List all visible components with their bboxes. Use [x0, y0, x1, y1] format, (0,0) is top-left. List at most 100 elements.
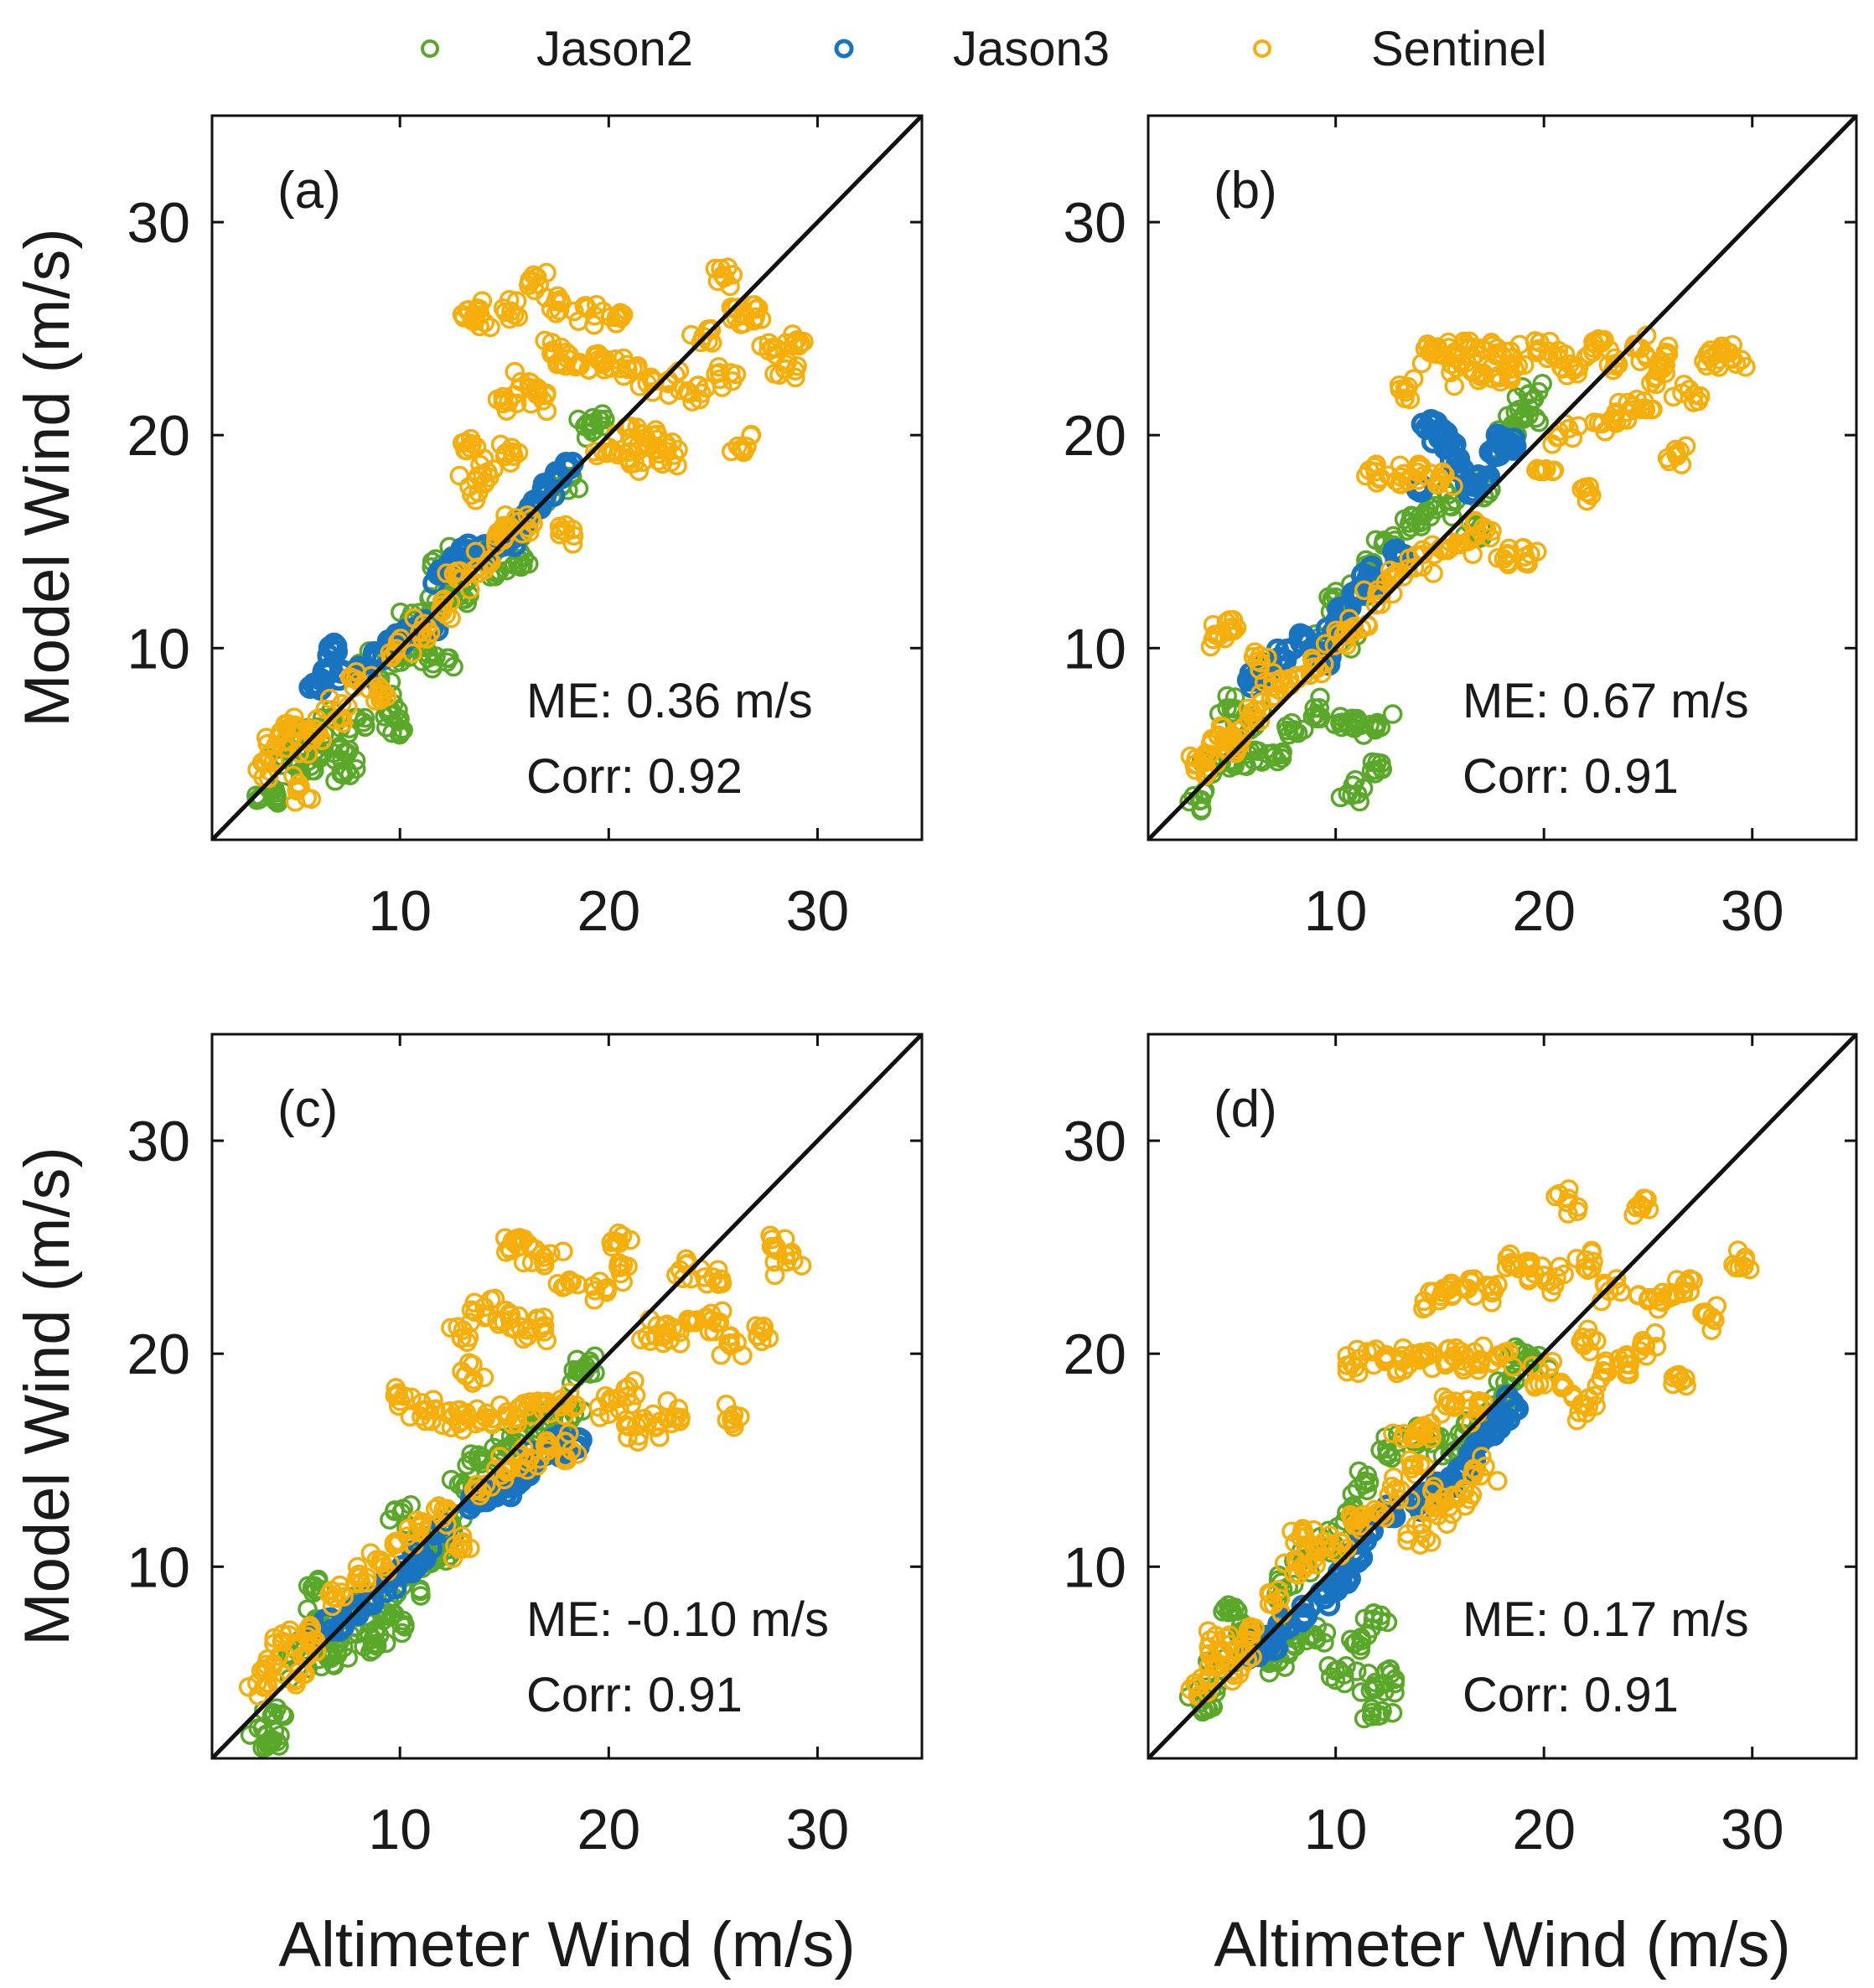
point-sentinel — [1468, 370, 1489, 391]
point-jason2 — [1364, 1602, 1384, 1623]
point-sentinel — [1519, 1255, 1540, 1276]
point-sentinel — [1281, 1521, 1302, 1541]
point-sentinel — [1493, 346, 1513, 366]
point-sentinel — [1588, 412, 1608, 433]
point-sentinel — [1740, 1259, 1760, 1280]
point-sentinel — [1558, 1188, 1579, 1209]
point-jason3 — [322, 632, 346, 656]
point-sentinel — [1429, 1497, 1450, 1517]
point-sentinel — [762, 1229, 782, 1250]
x-tick-label: 20 — [1512, 1798, 1576, 1861]
point-jason2 — [1367, 753, 1387, 773]
point-jason2 — [1532, 374, 1552, 394]
point-sentinel — [531, 1392, 552, 1412]
point-sentinel — [1411, 1416, 1431, 1437]
point-sentinel — [1411, 1523, 1432, 1544]
point-sentinel — [326, 1588, 347, 1608]
point-jason2 — [375, 717, 396, 738]
x-tick-label: 20 — [1512, 879, 1576, 943]
point-sentinel — [1395, 381, 1416, 402]
point-sentinel — [480, 1289, 501, 1310]
point-sentinel — [1545, 1186, 1566, 1207]
point-sentinel — [536, 401, 557, 422]
point-sentinel — [620, 1230, 640, 1250]
point-sentinel — [721, 297, 742, 318]
stat-me: ME: -0.10 m/s — [526, 1592, 829, 1647]
point-sentinel — [1315, 634, 1336, 655]
point-sentinel — [555, 1447, 576, 1468]
point-sentinel — [1379, 1485, 1399, 1505]
point-sentinel — [1470, 1466, 1490, 1486]
point-sentinel — [1529, 1374, 1550, 1394]
point-jason2 — [1365, 717, 1385, 738]
point-sentinel — [501, 301, 521, 322]
point-sentinel — [645, 420, 666, 440]
point-sentinel — [1394, 1424, 1415, 1444]
point-sentinel — [1658, 344, 1679, 365]
point-jason2 — [1214, 1597, 1235, 1618]
point-sentinel — [475, 1407, 496, 1428]
point-sentinel — [1607, 353, 1628, 374]
point-jason2 — [1347, 1661, 1367, 1681]
point-sentinel — [556, 342, 577, 363]
point-sentinel — [722, 441, 742, 462]
point-sentinel — [1674, 374, 1695, 395]
point-sentinel — [1250, 653, 1271, 673]
point-sentinel — [453, 1539, 474, 1559]
point-sentinel — [608, 1256, 629, 1276]
point-jason2 — [1278, 1641, 1298, 1662]
point-sentinel — [509, 379, 530, 399]
plot-area — [1148, 1034, 1856, 1758]
point-sentinel — [1241, 701, 1262, 722]
point-sentinel — [366, 1550, 387, 1571]
point-sentinel — [791, 1255, 812, 1276]
axes-box — [210, 114, 924, 841]
point-sentinel — [776, 333, 796, 354]
point-sentinel — [647, 429, 668, 450]
point-sentinel — [458, 1327, 479, 1348]
point-sentinel — [1221, 621, 1241, 641]
point-sentinel — [1533, 461, 1554, 482]
point-sentinel — [1526, 541, 1547, 562]
point-sentinel — [510, 1397, 531, 1417]
point-sentinel — [319, 688, 340, 709]
point-sentinel — [264, 1633, 284, 1654]
point-sentinel — [1223, 610, 1244, 630]
point-jason2 — [1365, 530, 1386, 550]
point-sentinel — [428, 1496, 449, 1516]
point-sentinel — [1634, 391, 1654, 412]
point-sentinel — [1224, 1664, 1244, 1685]
point-sentinel — [1268, 1580, 1288, 1600]
legend: Jason2 Jason3 Sentinel — [421, 22, 1547, 76]
point-jason2 — [1519, 405, 1539, 426]
point-sentinel — [628, 1431, 648, 1452]
legend-label-jason3: Jason3 — [953, 22, 1110, 76]
point-sentinel — [1488, 548, 1508, 568]
point-sentinel — [1387, 1359, 1407, 1380]
point-sentinel — [339, 667, 360, 687]
point-sentinel — [1587, 1375, 1607, 1396]
point-jason2 — [1314, 1633, 1334, 1653]
point-jason3 — [554, 452, 578, 475]
point-sentinel — [1566, 1411, 1587, 1431]
point-sentinel — [1394, 1359, 1414, 1380]
point-jason2 — [382, 722, 402, 743]
point-sentinel — [1717, 342, 1738, 362]
point-sentinel — [1692, 1302, 1712, 1323]
point-sentinel — [1437, 1514, 1457, 1535]
point-sentinel — [556, 1431, 577, 1452]
point-sentinel — [676, 1249, 696, 1270]
point-jason2 — [1336, 1655, 1356, 1676]
point-jason2 — [508, 550, 528, 570]
y-tick-label: 20 — [1063, 404, 1126, 468]
series-sentinel — [247, 257, 814, 812]
x-tick-label: 10 — [1304, 1798, 1368, 1861]
point-sentinel — [349, 1567, 370, 1587]
point-sentinel — [584, 315, 604, 335]
point-sentinel — [1598, 355, 1619, 375]
point-sentinel — [1673, 1281, 1694, 1301]
point-sentinel — [1404, 557, 1425, 578]
y-tick-label: 20 — [1063, 1323, 1126, 1386]
point-sentinel — [1628, 1286, 1649, 1306]
point-sentinel — [584, 1290, 604, 1310]
